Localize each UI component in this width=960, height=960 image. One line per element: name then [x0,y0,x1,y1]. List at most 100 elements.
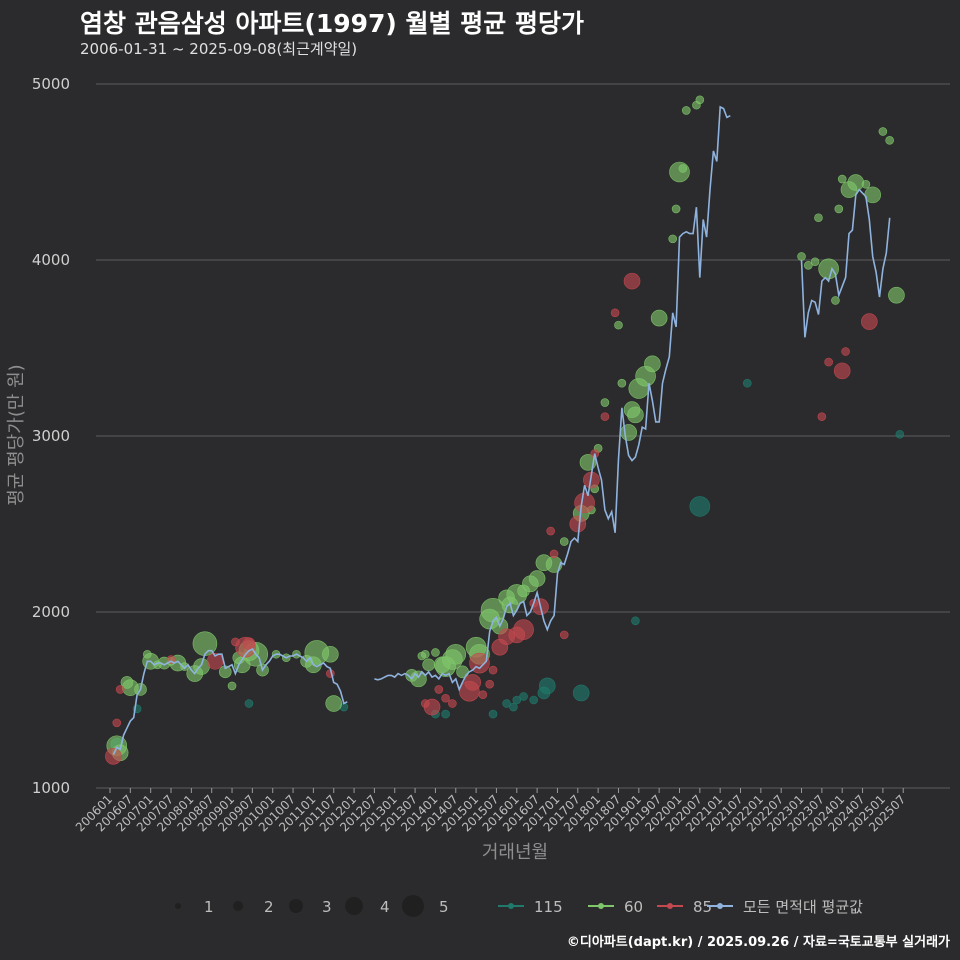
point-85-201612 [549,549,559,559]
point-60-200901 [227,681,237,691]
legend-size-label-4: 4 [380,898,390,916]
point-85-201709 [574,492,595,514]
point-85-201505 [485,679,494,689]
point-85-201603 [513,619,534,640]
point-60-201912 [671,204,681,214]
legend-label-1: 115 [534,898,563,916]
legend: 1 2 3 4 5 115 60 85 모든 면적대 평균값 [175,895,863,917]
point-115-201812 [631,616,640,626]
point-60-201803 [600,398,610,407]
point-85-202402 [841,347,850,356]
legend-size-label-2: 2 [264,898,274,916]
legend-size-dot-4 [345,897,363,915]
point-60-201807 [614,320,623,330]
point-115-202007 [689,496,711,517]
point-60-201310 [420,649,430,659]
footer-credit: ©디아파트(dapt.kr) / 2025.09.26 / 자료=국토교통부 실… [566,935,950,950]
point-115-201510 [502,699,511,708]
point-60-201810 [620,424,637,441]
point-60-202312 [834,204,844,214]
point-60-201911 [668,234,678,244]
point-85-200602 [105,748,122,765]
point-85-201402 [434,685,444,694]
point-60-201409 [456,665,469,679]
point-60-201703 [559,537,569,546]
legend-marker-2 [598,903,604,909]
point-85-201506 [488,665,498,675]
legend-size-label-1: 1 [204,898,214,916]
legend-marker-3 [667,903,673,909]
y-tick-3000: 3000 [32,427,70,445]
point-85-201312 [423,698,441,716]
point-85-202401 [833,362,851,380]
point-60-201107 [325,695,343,712]
point-115-201606 [529,695,539,705]
point-85-202309 [824,357,833,367]
point-60-202401 [837,174,847,184]
x-axis-title: 거래년월 [482,842,548,863]
point-60-202001 [669,161,690,183]
legend-label-3: 85 [693,898,712,916]
average-line [112,105,891,755]
y-axis-title: 평균 평당가(만 원) [6,364,27,505]
scatter-points [105,95,905,765]
point-60-202007 [695,95,705,105]
y-tick-1000: 1000 [32,779,70,797]
point-85-202307 [817,412,827,421]
point-85-201703 [559,630,569,640]
point-85-202409 [861,313,878,330]
point-85-201406 [448,699,457,708]
point-115-202109 [742,378,752,388]
point-85-201806 [610,308,620,318]
average-line-segment-3 [800,188,891,338]
point-115-201708 [572,684,590,702]
point-85-201811 [623,272,641,290]
point-115-201506 [488,709,498,719]
legend-label-2: 60 [624,898,643,916]
average-line-segment-1 [112,647,348,755]
legend-marker-1 [508,903,514,909]
grid-lines [96,83,950,789]
point-60-201808 [617,378,627,388]
point-85-201404 [441,693,450,703]
point-85-200604 [115,685,125,694]
legend-size-label-5: 5 [439,898,449,916]
point-115-201610 [538,677,556,695]
point-115-201603 [519,692,528,701]
point-60-201311 [422,658,435,672]
legend-size-dot-1 [175,903,181,909]
legend-size-dot-2 [233,901,243,911]
point-60-202405 [847,174,865,191]
y-tick-4000: 4000 [32,251,70,269]
average-line-segment-2 [374,105,731,692]
point-115-200906 [244,699,254,708]
point-115-202506 [895,429,905,439]
point-85-201412 [464,674,482,691]
point-60-202305 [810,257,820,267]
point-60-201407 [445,643,467,665]
x-tick-labels: 2006012006072007012007072008012008072009… [73,788,908,835]
point-60-202003 [681,106,691,115]
point-115-201601 [512,695,522,705]
y-tick-5000: 5000 [32,75,70,93]
point-115-201512 [509,702,518,712]
legend-size-dot-3 [289,899,303,913]
point-60-202301 [797,252,806,261]
point-60-201905 [644,355,661,373]
y-tick-labels: 1000 2000 3000 4000 5000 [32,75,70,797]
point-60-201812 [627,406,644,424]
legend-size-dot-5 [402,895,424,917]
point-85-201707 [569,515,587,533]
chart-title: 염창 관음삼성 아파트(1997) 월별 평균 평당가 [80,9,584,38]
point-85-201611 [546,526,555,536]
point-115-201404 [441,709,450,719]
point-60-202306 [814,213,823,223]
point-60-202303 [804,260,813,270]
chart-subtitle: 2006-01-31 ~ 2025-09-08(최근계약일) [80,40,358,58]
legend-marker-4 [717,903,723,909]
point-60-201607 [528,570,546,587]
legend-label-4: 모든 면적대 평균값 [743,898,863,916]
point-60-202501 [878,127,888,136]
point-60-202002 [678,164,688,173]
